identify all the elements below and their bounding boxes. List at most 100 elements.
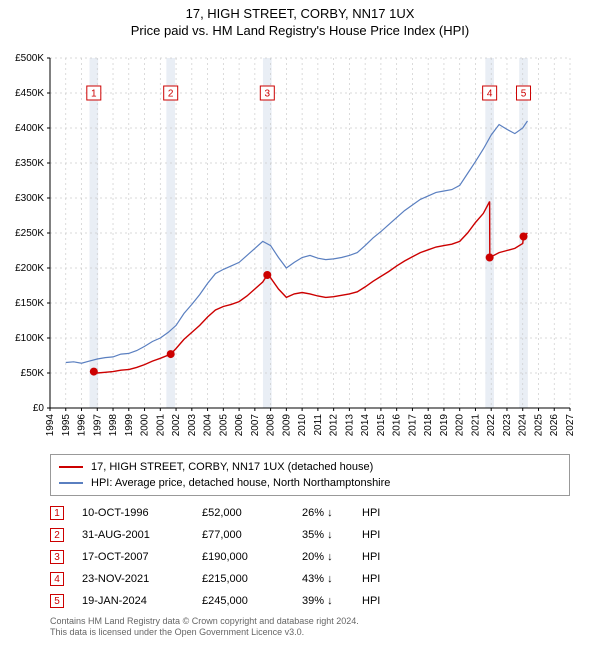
transaction-pct: 26% ↓ bbox=[302, 507, 362, 519]
transaction-date: 23-NOV-2021 bbox=[82, 573, 202, 585]
transaction-hpi-label: HPI bbox=[362, 551, 402, 563]
footer: Contains HM Land Registry data © Crown c… bbox=[50, 616, 570, 638]
svg-text:1997: 1997 bbox=[92, 414, 103, 437]
svg-text:2024: 2024 bbox=[518, 414, 529, 437]
transaction-pct: 39% ↓ bbox=[302, 595, 362, 607]
transaction-row: 3 17-OCT-2007£190,00020% ↓HPI bbox=[50, 546, 570, 568]
chart-area: £0 £50K £100K £150K £200K £250K £300K £350K £400… bbox=[0, 46, 600, 446]
svg-text:£50K: £50K bbox=[21, 368, 45, 379]
transaction-row: 1 10-OCT-1996£52,00026% ↓HPI bbox=[50, 502, 570, 524]
transaction-table: 110-OCT-1996£52,00026% ↓HPI231-AUG-2001£… bbox=[50, 502, 570, 612]
transaction-row: 5 19-JAN-2024£245,00039% ↓HPI bbox=[50, 590, 570, 612]
transaction-dot bbox=[263, 271, 271, 279]
transaction-price: £52,000 bbox=[202, 507, 302, 519]
chart-subtitle: Price paid vs. HM Land Registry's House … bbox=[0, 23, 600, 38]
svg-text:2018: 2018 bbox=[423, 414, 434, 437]
svg-text:£400K: £400K bbox=[15, 123, 44, 134]
transaction-pct: 35% ↓ bbox=[302, 529, 362, 541]
svg-text:2011: 2011 bbox=[313, 414, 324, 436]
transaction-dot bbox=[520, 233, 528, 241]
transaction-date: 17-OCT-2007 bbox=[82, 551, 202, 563]
legend-label: HPI: Average price, detached house, Nort… bbox=[91, 477, 390, 489]
transaction-hpi-label: HPI bbox=[362, 529, 402, 541]
footer-line-2: This data is licensed under the Open Gov… bbox=[50, 627, 570, 638]
transaction-marker: 4 bbox=[50, 572, 64, 586]
transaction-marker: 5 bbox=[50, 594, 64, 608]
svg-text:2004: 2004 bbox=[203, 414, 214, 437]
marker-label: 3 bbox=[265, 89, 271, 100]
transaction-date: 31-AUG-2001 bbox=[82, 529, 202, 541]
svg-text:2008: 2008 bbox=[266, 414, 277, 437]
marker-label: 5 bbox=[521, 89, 527, 100]
svg-text:1998: 1998 bbox=[108, 414, 119, 437]
legend-item: HPI: Average price, detached house, Nort… bbox=[59, 475, 561, 491]
legend-item: 17, HIGH STREET, CORBY, NN17 1UX (detach… bbox=[59, 459, 561, 475]
svg-text:2025: 2025 bbox=[533, 414, 544, 437]
svg-text:£200K: £200K bbox=[15, 263, 44, 274]
svg-text:£450K: £450K bbox=[15, 88, 44, 99]
legend-label: 17, HIGH STREET, CORBY, NN17 1UX (detach… bbox=[91, 461, 373, 473]
transaction-marker: 1 bbox=[50, 506, 64, 520]
svg-text:2006: 2006 bbox=[234, 414, 245, 437]
svg-text:2015: 2015 bbox=[376, 414, 387, 437]
svg-text:£300K: £300K bbox=[15, 193, 44, 204]
svg-text:2001: 2001 bbox=[155, 414, 166, 437]
transaction-price: £215,000 bbox=[202, 573, 302, 585]
transaction-dot bbox=[486, 254, 494, 262]
svg-text:2012: 2012 bbox=[329, 414, 340, 437]
transaction-marker: 2 bbox=[50, 528, 64, 542]
svg-text:2022: 2022 bbox=[486, 414, 497, 437]
legend-swatch bbox=[59, 466, 83, 468]
svg-text:2003: 2003 bbox=[187, 414, 198, 437]
transaction-hpi-label: HPI bbox=[362, 595, 402, 607]
svg-text:2017: 2017 bbox=[407, 414, 418, 437]
svg-text:2005: 2005 bbox=[218, 414, 229, 437]
svg-text:1995: 1995 bbox=[61, 414, 72, 437]
chart-svg: £0 £50K £100K £150K £200K £250K £300K £350K £400… bbox=[0, 46, 600, 446]
svg-text:2016: 2016 bbox=[392, 414, 403, 437]
svg-text:2013: 2013 bbox=[344, 414, 355, 437]
transaction-dot bbox=[167, 350, 175, 358]
svg-text:2019: 2019 bbox=[439, 414, 450, 437]
svg-text:£100K: £100K bbox=[15, 333, 44, 344]
series-property bbox=[94, 202, 528, 374]
transaction-date: 10-OCT-1996 bbox=[82, 507, 202, 519]
transaction-date: 19-JAN-2024 bbox=[82, 595, 202, 607]
svg-text:2010: 2010 bbox=[297, 414, 308, 437]
svg-text:2002: 2002 bbox=[171, 414, 182, 437]
legend: 17, HIGH STREET, CORBY, NN17 1UX (detach… bbox=[50, 454, 570, 496]
svg-text:2014: 2014 bbox=[360, 414, 371, 437]
marker-label: 4 bbox=[487, 89, 493, 100]
transaction-row: 231-AUG-2001£77,00035% ↓HPI bbox=[50, 524, 570, 546]
svg-text:2007: 2007 bbox=[250, 414, 261, 437]
svg-text:£500K: £500K bbox=[15, 53, 44, 64]
svg-text:£0: £0 bbox=[33, 403, 45, 414]
svg-text:2021: 2021 bbox=[470, 414, 481, 437]
transaction-pct: 43% ↓ bbox=[302, 573, 362, 585]
svg-text:2026: 2026 bbox=[549, 414, 560, 437]
chart-title: 17, HIGH STREET, CORBY, NN17 1UX bbox=[0, 6, 600, 21]
svg-text:£350K: £350K bbox=[15, 158, 44, 169]
transaction-price: £245,000 bbox=[202, 595, 302, 607]
legend-swatch bbox=[59, 482, 83, 484]
footer-line-1: Contains HM Land Registry data © Crown c… bbox=[50, 616, 570, 627]
svg-text:2009: 2009 bbox=[281, 414, 292, 437]
svg-text:1996: 1996 bbox=[77, 414, 88, 437]
svg-text:2020: 2020 bbox=[455, 414, 466, 437]
transaction-marker: 3 bbox=[50, 550, 64, 564]
transaction-row: 4 23-NOV-2021£215,00043% ↓HPI bbox=[50, 568, 570, 590]
svg-text:1994: 1994 bbox=[45, 414, 56, 437]
transaction-hpi-label: HPI bbox=[362, 507, 402, 519]
svg-text:1999: 1999 bbox=[124, 414, 135, 437]
chart-container: 17, HIGH STREET, CORBY, NN17 1UX Price p… bbox=[0, 6, 600, 656]
marker-label: 1 bbox=[91, 89, 97, 100]
transaction-pct: 20% ↓ bbox=[302, 551, 362, 563]
marker-label: 2 bbox=[168, 89, 174, 100]
svg-text:2023: 2023 bbox=[502, 414, 513, 437]
svg-text:£150K: £150K bbox=[15, 298, 44, 309]
transaction-dot bbox=[90, 368, 98, 376]
transaction-hpi-label: HPI bbox=[362, 573, 402, 585]
svg-text:£250K: £250K bbox=[15, 228, 44, 239]
transaction-price: £190,000 bbox=[202, 551, 302, 563]
svg-text:2000: 2000 bbox=[140, 414, 151, 437]
